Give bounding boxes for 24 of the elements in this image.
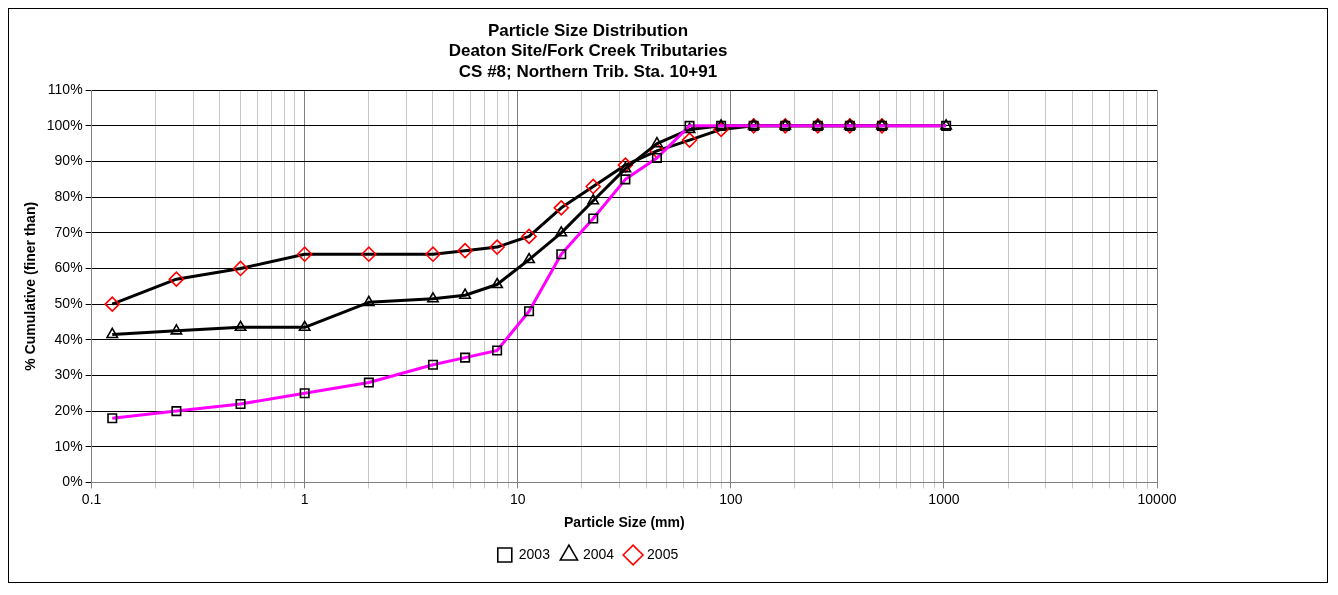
legend-label: 2004 <box>582 545 615 562</box>
legend-label: 2003 <box>518 545 551 562</box>
x-tick-label: 1 <box>300 490 309 507</box>
x-tick-label: 1000 <box>928 490 960 507</box>
y-tick-label: 50% <box>54 294 83 311</box>
chart-title: Particle Size Distribution Deaton Site/Fork Creek Tributaries CS #8; Northern Trib. Sta. 10+91 <box>448 20 728 81</box>
x-tick-label: 100 <box>719 490 743 507</box>
x-tick-label: 10000 <box>1137 490 1177 507</box>
y-tick-label: 30% <box>54 366 83 383</box>
y-axis-title: % Cumulative (finer than) <box>22 201 39 371</box>
y-tick-label: 40% <box>54 330 83 347</box>
y-tick-label: 0% <box>62 473 83 490</box>
y-tick-label: 110% <box>47 81 83 98</box>
x-tick-label: 0.1 <box>81 490 102 507</box>
y-tick-label: 10% <box>54 437 83 454</box>
y-tick-label: 100% <box>46 116 83 133</box>
y-tick-label: 70% <box>54 223 83 240</box>
x-tick-label: 10 <box>509 490 526 507</box>
y-tick-label: 60% <box>54 259 83 276</box>
y-tick-label: 20% <box>54 401 83 418</box>
legend-label: 2005 <box>647 545 679 562</box>
y-tick-label: 80% <box>54 188 83 205</box>
x-axis-title: Particle Size (mm) <box>564 514 685 531</box>
y-tick-label: 90% <box>54 152 83 169</box>
